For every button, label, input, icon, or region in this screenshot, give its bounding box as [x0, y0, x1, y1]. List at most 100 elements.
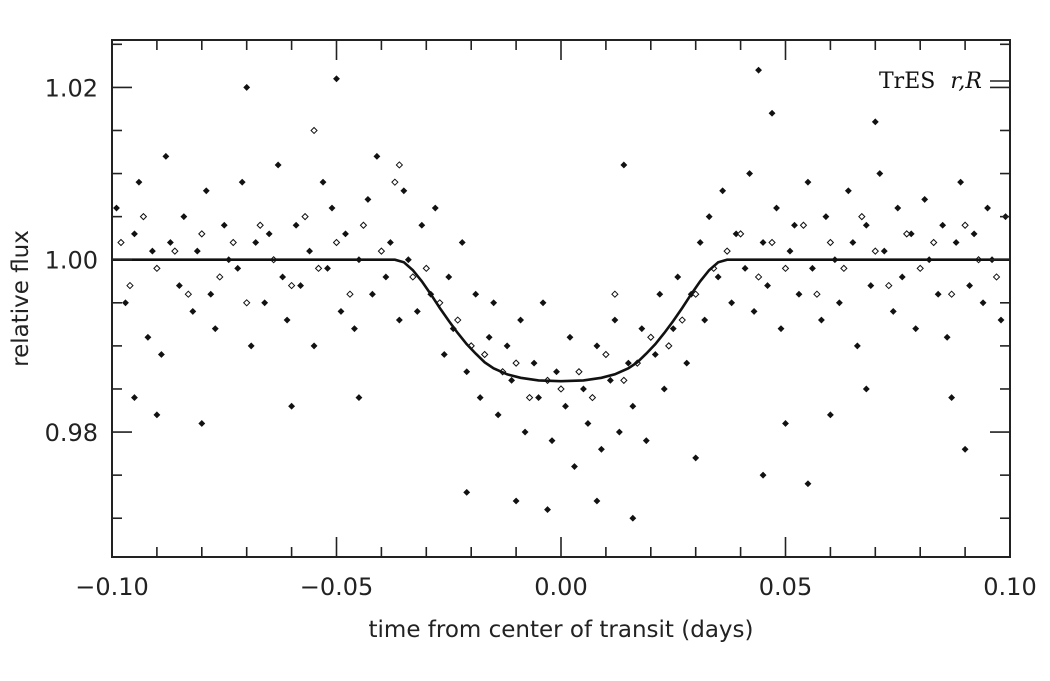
data-point-filled [131, 394, 138, 402]
data-point-open [126, 281, 134, 290]
data-point-filled [521, 428, 529, 436]
data-point-open [768, 238, 776, 247]
y-tick-label: 0.98 [45, 419, 98, 447]
data-point-open [391, 178, 399, 186]
data-point-filled [386, 239, 394, 246]
data-point-filled [193, 247, 201, 255]
data-point-open [525, 393, 534, 402]
data-point-open [314, 264, 323, 273]
annotation-filters: r,R [950, 69, 982, 94]
data-point-filled [265, 230, 273, 238]
data-point-filled [809, 264, 816, 272]
data-point-filled [297, 282, 305, 289]
data-point-open [916, 264, 924, 273]
data-point-filled [463, 488, 471, 496]
data-point-open [781, 264, 790, 273]
x-tick-label: 0.05 [759, 573, 812, 601]
data-point-filled [364, 195, 372, 203]
y-tick-label: 1.02 [45, 74, 98, 102]
data-point-open [961, 221, 969, 229]
data-point-filled [198, 420, 206, 427]
data-point-filled [418, 221, 426, 229]
data-point-open [992, 273, 1001, 281]
data-point-filled [593, 342, 601, 350]
data-point-filled [131, 230, 138, 238]
data-point-open [422, 264, 431, 273]
data-point-filled [252, 239, 260, 246]
data-point-filled [283, 316, 291, 324]
data-point-filled [871, 118, 879, 126]
data-point-filled [741, 264, 749, 272]
y-axis-label: relative flux [8, 230, 34, 367]
data-point-filled [889, 308, 897, 315]
data-point-filled [494, 411, 502, 419]
data-point-filled [400, 187, 408, 195]
data-point-filled [934, 290, 942, 298]
data-point-filled [683, 359, 691, 367]
data-point-open [229, 238, 237, 247]
data-point-open [454, 316, 462, 324]
data-point-filled [759, 471, 767, 479]
data-point-filled [898, 273, 906, 281]
x-tick-label: 0.10 [983, 573, 1036, 601]
data-point-filled [333, 75, 340, 83]
data-point-filled [562, 402, 569, 410]
data-point-filled [328, 204, 336, 212]
data-point-filled [674, 273, 682, 281]
data-point-filled [593, 497, 601, 505]
data-point-open [678, 316, 686, 324]
x-tick-label: −0.05 [300, 573, 374, 601]
data-point-filled [306, 247, 313, 255]
data-point-filled [539, 299, 547, 307]
data-point-filled [862, 221, 870, 229]
data-point-filled [508, 376, 516, 384]
data-point-filled [714, 273, 722, 281]
data-point-open [409, 273, 417, 281]
data-point-filled [274, 161, 282, 169]
model-fit-line [112, 258, 1010, 383]
data-point-filled [571, 463, 578, 470]
data-point-open [198, 230, 206, 238]
x-tick-label: −0.10 [75, 573, 149, 601]
data-point-filled [319, 178, 327, 186]
data-point-filled [638, 325, 646, 333]
data-point-filled [629, 514, 637, 522]
data-point-filled [624, 359, 632, 367]
data-point-filled [490, 299, 498, 307]
data-point-filled [804, 178, 812, 186]
data-point-filled [584, 420, 592, 427]
data-point-filled [844, 187, 852, 195]
x-tick-label: 0.00 [534, 573, 587, 601]
data-point-filled [606, 376, 614, 384]
data-point-filled [696, 239, 704, 246]
data-point-filled [243, 83, 251, 91]
data-point-filled [351, 325, 358, 333]
data-point-open [665, 342, 673, 350]
data-point-filled [463, 368, 471, 376]
data-point-filled [629, 402, 637, 410]
data-point-filled [413, 308, 421, 315]
ticks-layer [111, 40, 1011, 557]
data-point-open [903, 230, 911, 238]
data-point-open [139, 212, 148, 221]
data-point-filled [166, 239, 174, 246]
data-point-filled [795, 290, 803, 298]
data-point-filled [175, 282, 183, 289]
data-point-filled [207, 290, 215, 298]
data-point-filled [472, 290, 480, 298]
data-point-filled [750, 308, 758, 315]
data-point-filled [548, 437, 556, 445]
data-point-open [171, 247, 179, 255]
data-point-filled [368, 290, 376, 298]
data-point-filled [476, 394, 484, 402]
data-point-filled [746, 170, 754, 177]
data-point-open [647, 333, 655, 341]
data-point-open [359, 221, 368, 229]
data-point-filled [566, 333, 574, 341]
data-point-filled [288, 402, 296, 410]
data-point-filled [342, 230, 349, 238]
data-point-open [826, 238, 835, 247]
data-point-open [310, 126, 318, 135]
data-point-open [871, 247, 880, 255]
